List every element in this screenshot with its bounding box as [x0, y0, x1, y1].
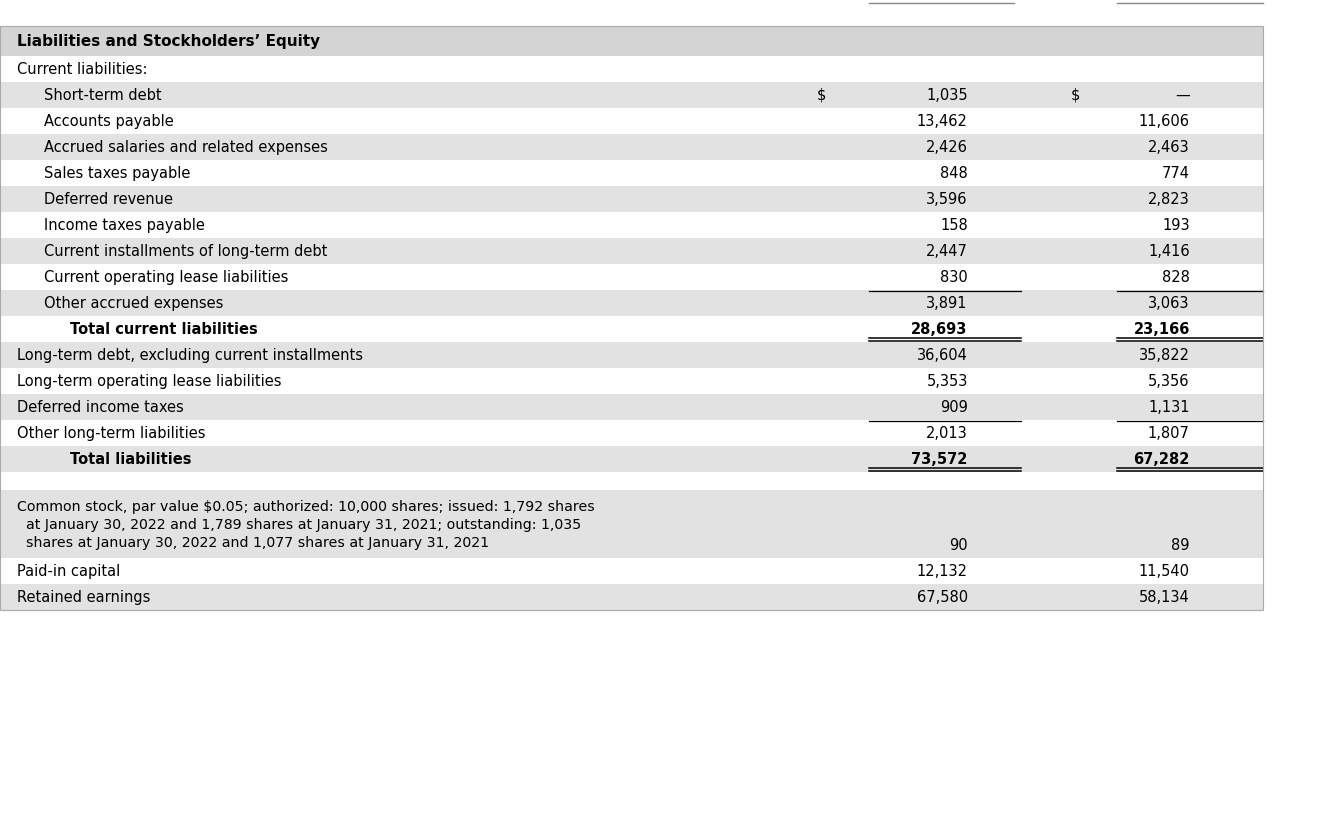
Text: 193: 193 [1162, 218, 1190, 233]
Bar [0, 26, 1263, 56]
Bar [0, 342, 1263, 369]
Text: 3,891: 3,891 [927, 296, 968, 311]
Bar [0, 108, 1263, 135]
Text: 5,353: 5,353 [927, 374, 968, 389]
Bar [0, 394, 1263, 420]
Bar [0, 135, 1263, 160]
Text: Accounts payable: Accounts payable [44, 114, 173, 129]
Text: Long-term operating lease liabilities: Long-term operating lease liabilities [17, 374, 282, 389]
Text: shares at January 30, 2022 and 1,077 shares at January 31, 2021: shares at January 30, 2022 and 1,077 sha… [17, 537, 489, 551]
Bar [0, 420, 1263, 447]
Text: 828: 828 [1162, 270, 1190, 285]
Text: Deferred income taxes: Deferred income taxes [17, 400, 184, 415]
Text: Current operating lease liabilities: Current operating lease liabilities [44, 270, 288, 285]
Text: 2,463: 2,463 [1149, 140, 1190, 155]
Text: 3,063: 3,063 [1149, 296, 1190, 311]
Text: 2,013: 2,013 [925, 426, 968, 441]
Bar [0, 160, 1263, 186]
Text: Long-term debt, excluding current installments: Long-term debt, excluding current instal… [17, 348, 364, 363]
Text: —: — [1175, 88, 1190, 103]
Text: 3,596: 3,596 [927, 192, 968, 207]
Bar [0, 26, 1263, 610]
Text: 67,282: 67,282 [1133, 452, 1190, 467]
Text: 848: 848 [940, 166, 968, 181]
Text: 158: 158 [940, 218, 968, 233]
Text: 2,426: 2,426 [925, 140, 968, 155]
Bar [0, 317, 1263, 342]
Text: Deferred revenue: Deferred revenue [44, 192, 173, 207]
Text: 1,131: 1,131 [1149, 400, 1190, 415]
Bar [0, 490, 1263, 558]
Text: 13,462: 13,462 [917, 114, 968, 129]
Text: 11,540: 11,540 [1138, 564, 1190, 579]
Text: Other accrued expenses: Other accrued expenses [44, 296, 223, 311]
Text: at January 30, 2022 and 1,789 shares at January 31, 2021; outstanding: 1,035: at January 30, 2022 and 1,789 shares at … [17, 519, 582, 533]
Text: Current installments of long-term debt: Current installments of long-term debt [44, 244, 327, 259]
Bar [0, 265, 1263, 290]
Text: 23,166: 23,166 [1133, 322, 1190, 337]
Text: 1,035: 1,035 [927, 88, 968, 103]
Text: Liabilities and Stockholders’ Equity: Liabilities and Stockholders’ Equity [17, 34, 320, 49]
Text: 2,447: 2,447 [925, 244, 968, 259]
Bar [0, 83, 1263, 108]
Bar [0, 213, 1263, 238]
Text: 89: 89 [1171, 538, 1190, 553]
Bar [0, 558, 1263, 585]
Text: 830: 830 [940, 270, 968, 285]
Text: 11,606: 11,606 [1138, 114, 1190, 129]
Bar [0, 369, 1263, 394]
Text: Current liabilities:: Current liabilities: [17, 62, 148, 77]
Text: 1,416: 1,416 [1149, 244, 1190, 259]
Text: $: $ [1071, 88, 1080, 103]
Text: Accrued salaries and related expenses: Accrued salaries and related expenses [44, 140, 328, 155]
Text: 58,134: 58,134 [1140, 590, 1190, 605]
Text: 774: 774 [1162, 166, 1190, 181]
Text: 28,693: 28,693 [911, 322, 968, 337]
Text: 5,356: 5,356 [1149, 374, 1190, 389]
Text: 1,807: 1,807 [1147, 426, 1190, 441]
Text: Total liabilities: Total liabilities [70, 452, 192, 467]
Text: 90: 90 [949, 538, 968, 553]
Text: Total current liabilities: Total current liabilities [70, 322, 258, 337]
Bar [0, 56, 1263, 83]
Bar [0, 585, 1263, 610]
Text: 73,572: 73,572 [911, 452, 968, 467]
Text: Retained earnings: Retained earnings [17, 590, 151, 605]
Text: 2,823: 2,823 [1147, 192, 1190, 207]
Text: 909: 909 [940, 400, 968, 415]
Bar [0, 186, 1263, 213]
Text: Income taxes payable: Income taxes payable [44, 218, 205, 233]
Text: Other long-term liabilities: Other long-term liabilities [17, 426, 206, 441]
Text: 67,580: 67,580 [916, 590, 968, 605]
Text: Short-term debt: Short-term debt [44, 88, 161, 103]
Text: $: $ [817, 88, 826, 103]
Text: Sales taxes payable: Sales taxes payable [44, 166, 190, 181]
Text: 12,132: 12,132 [916, 564, 968, 579]
Bar [0, 290, 1263, 317]
Text: Paid-in capital: Paid-in capital [17, 564, 120, 579]
Bar [0, 238, 1263, 265]
Text: 35,822: 35,822 [1138, 348, 1190, 363]
Bar [0, 472, 1263, 490]
Bar [0, 447, 1263, 472]
Text: Common stock, par value $0.05; authorized: 10,000 shares; issued: 1,792 shares: Common stock, par value $0.05; authorize… [17, 500, 595, 514]
Text: 36,604: 36,604 [917, 348, 968, 363]
